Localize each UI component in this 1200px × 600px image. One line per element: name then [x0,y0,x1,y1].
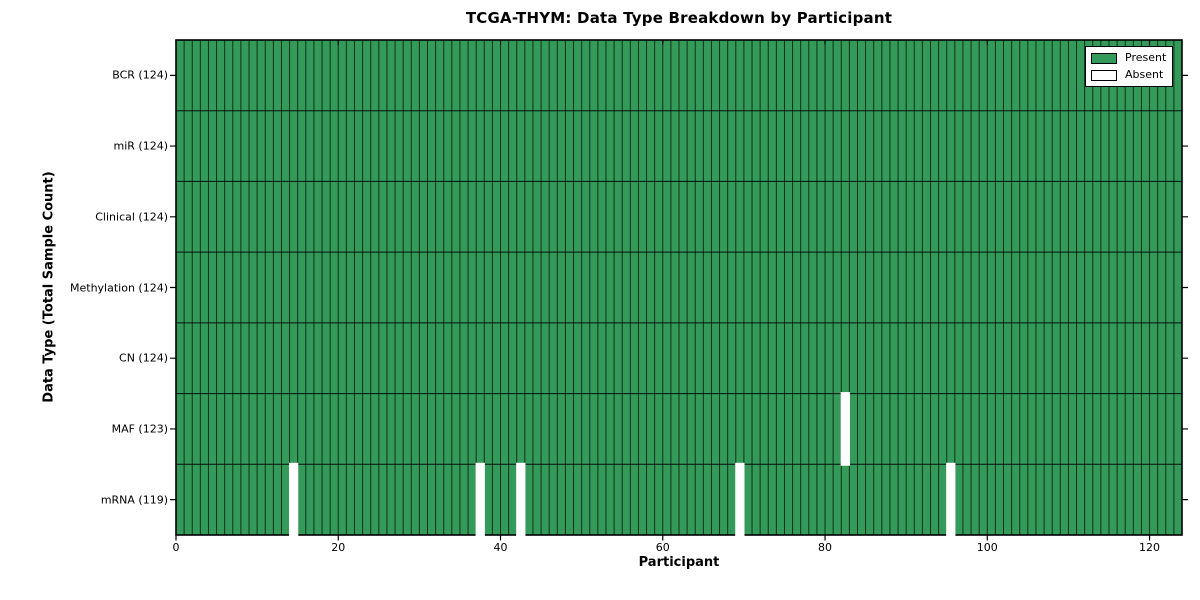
legend-label-absent: Absent [1125,68,1164,81]
x-tick-label: 0 [172,541,180,554]
y-tick-label: Clinical (124) [95,210,168,224]
x-axis-label: Participant [638,555,720,570]
y-tick-label: mRNA (119) [100,493,168,507]
absent-cell [475,462,485,537]
x-tick-label: 40 [493,541,508,554]
y-tick-label: CN (124) [119,351,168,365]
legend-item-present: Present [1091,51,1166,65]
y-axis-label: Data Type (Total Sample Count) [41,171,57,403]
axis-tick-marks [170,74,1188,541]
x-tick-label: 20 [331,541,346,554]
x-tick-label: 80 [818,541,833,554]
absent-cell [516,462,526,537]
x-tick-label: 120 [1139,541,1161,554]
absent-cell [946,462,956,537]
legend: Present Absent [1085,46,1174,87]
y-tick-label: MAF (123) [111,422,168,436]
absent-cell [735,462,745,537]
x-tick-label: 60 [655,541,670,554]
row-divider-lines [176,110,1182,465]
legend-item-absent: Absent [1091,68,1166,82]
legend-swatch-absent-icon [1091,69,1117,81]
legend-label-present: Present [1125,51,1167,64]
x-tick-label: 100 [976,541,998,554]
absent-cell [288,462,299,537]
y-tick-label: Methylation (124) [70,281,168,294]
y-tick-label: BCR (124) [112,68,168,82]
y-tick-label: miR (124) [113,139,169,153]
chart-title: TCGA-THYM: Data Type Breakdown by Partic… [465,9,893,27]
cell-grid-lines [183,40,1175,535]
legend-swatch-present-icon [1091,52,1117,64]
absent-cell [840,392,850,466]
